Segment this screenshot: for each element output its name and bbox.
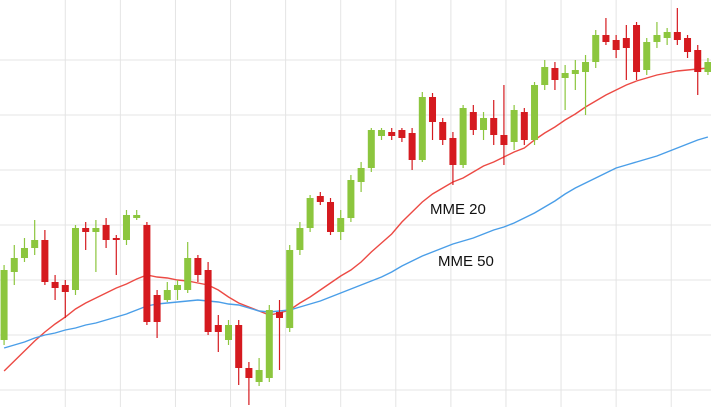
candle-body <box>663 32 671 38</box>
candle-body <box>541 67 549 85</box>
candle-body <box>429 97 437 122</box>
candle-body <box>388 132 396 136</box>
moving-averages <box>3 67 709 372</box>
candle-body <box>71 228 79 290</box>
candle-body <box>51 282 59 288</box>
candle-body <box>61 285 69 292</box>
candle-body <box>592 35 600 62</box>
candle-body <box>173 285 181 290</box>
candle-body <box>184 258 192 290</box>
candle-body <box>500 135 508 145</box>
candle-body <box>673 32 681 40</box>
candle-body <box>490 118 498 135</box>
candle-body <box>551 68 559 80</box>
candle-body <box>612 40 620 50</box>
candle-body <box>694 50 702 72</box>
candle-body <box>153 295 161 322</box>
candle-body <box>653 35 661 42</box>
candle-body <box>582 62 590 72</box>
candle-body <box>643 42 651 70</box>
candle-body <box>510 110 518 142</box>
candle-body <box>357 168 365 182</box>
candle-body <box>347 180 355 218</box>
candle-body <box>633 25 641 72</box>
candle-body <box>255 370 263 382</box>
candle-body <box>602 35 610 42</box>
candle-body <box>214 325 222 332</box>
candle-body <box>704 62 711 72</box>
candle-body <box>194 258 202 275</box>
candle-body <box>296 228 304 250</box>
candle-body <box>531 85 539 140</box>
candle-body <box>418 97 426 160</box>
candle-body <box>439 122 447 140</box>
candle-body <box>480 118 488 130</box>
candle-body <box>327 202 335 232</box>
candle-body <box>20 248 28 258</box>
candle-body <box>235 325 243 368</box>
candle-body <box>378 130 386 136</box>
candle-body <box>102 225 110 240</box>
candles <box>0 8 711 405</box>
series-label: MME 20 <box>430 201 486 218</box>
candle-body <box>224 325 232 340</box>
candle-body <box>306 198 314 228</box>
candle-body <box>122 215 130 240</box>
moving-average-line <box>3 67 708 372</box>
candle-body <box>31 240 39 248</box>
candle-body <box>163 290 171 300</box>
candle-body <box>684 38 692 52</box>
candle-body <box>571 70 579 74</box>
candle-body <box>459 108 467 165</box>
candle-body <box>245 368 253 378</box>
candle-body <box>112 238 120 240</box>
series-label: MME 50 <box>438 253 494 270</box>
candle-body <box>265 310 273 378</box>
candle-body <box>398 130 406 138</box>
moving-average-line <box>3 136 709 349</box>
candle-body <box>0 270 8 340</box>
candle-body <box>408 133 416 160</box>
candle-body <box>337 218 345 232</box>
candle-body <box>10 258 18 272</box>
candle-body <box>82 228 90 232</box>
candle-body <box>316 196 324 202</box>
candle-body <box>561 73 569 78</box>
candle-body <box>449 138 457 165</box>
candle-body <box>286 250 294 328</box>
candle-body <box>133 215 141 218</box>
candle-body <box>276 312 284 318</box>
candle-body <box>520 112 528 140</box>
candle-body <box>41 240 49 282</box>
candle-body <box>469 112 477 130</box>
candle-body <box>367 130 375 168</box>
candle-body <box>622 38 630 48</box>
candle-body <box>143 225 151 322</box>
candle-body <box>204 270 212 332</box>
candle-body <box>92 228 100 232</box>
